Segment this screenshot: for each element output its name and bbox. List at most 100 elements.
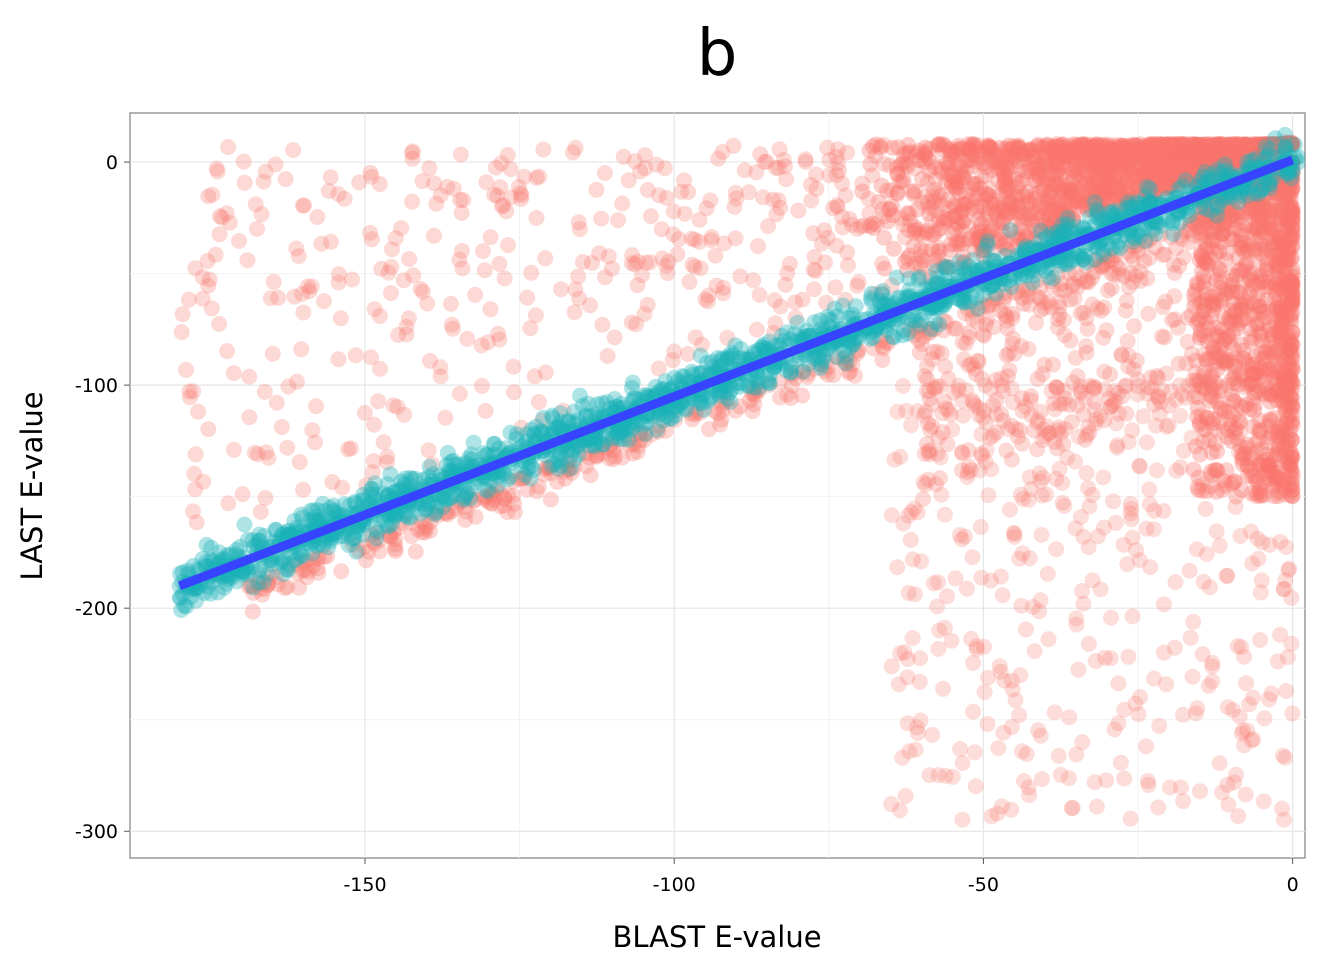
red-point	[1036, 356, 1053, 373]
red-point	[977, 167, 994, 184]
red-point	[303, 278, 320, 295]
red-point	[669, 246, 686, 263]
red-point	[1060, 187, 1077, 204]
red-point	[1276, 406, 1293, 423]
red-point	[665, 226, 682, 243]
red-point	[1035, 421, 1052, 438]
red-point	[1276, 811, 1292, 828]
red-point	[1027, 186, 1044, 203]
red-point	[445, 180, 462, 197]
red-point	[864, 167, 881, 184]
red-point	[834, 175, 851, 192]
red-point	[874, 201, 891, 218]
red-point	[1141, 249, 1158, 266]
red-point	[1158, 676, 1175, 693]
red-point	[1198, 546, 1215, 562]
red-point	[777, 276, 794, 293]
red-point	[998, 154, 1015, 171]
red-point	[813, 235, 830, 252]
red-point	[1069, 368, 1086, 385]
red-point	[1147, 146, 1164, 163]
red-point	[719, 329, 736, 346]
red-point	[194, 290, 211, 307]
red-point	[714, 144, 731, 160]
teal-point	[931, 316, 948, 333]
red-point	[566, 304, 583, 321]
red-point	[664, 352, 681, 369]
red-point	[1280, 562, 1297, 579]
red-point	[344, 271, 361, 288]
red-point	[1172, 779, 1189, 796]
red-point	[404, 150, 421, 167]
red-point	[567, 139, 584, 156]
red-point	[1232, 143, 1249, 160]
red-point	[962, 147, 979, 164]
red-point	[819, 229, 836, 246]
red-point	[505, 358, 522, 375]
red-point	[1278, 683, 1295, 699]
red-point	[816, 222, 833, 239]
red-point	[537, 250, 554, 267]
red-point	[891, 173, 908, 190]
red-point	[772, 199, 789, 216]
red-point	[1261, 691, 1278, 708]
red-point	[1033, 526, 1050, 543]
red-point	[535, 141, 552, 158]
red-point	[395, 272, 412, 289]
red-point	[670, 231, 687, 247]
red-point	[686, 258, 703, 275]
red-point	[383, 258, 400, 275]
red-point	[1116, 770, 1133, 787]
red-point	[1057, 421, 1074, 438]
red-point	[967, 778, 984, 795]
red-point	[954, 811, 971, 828]
red-point	[808, 180, 825, 197]
red-point	[289, 373, 305, 390]
red-point	[414, 173, 431, 189]
red-point	[526, 368, 543, 385]
red-point	[419, 295, 436, 312]
red-point	[760, 218, 777, 235]
red-point	[932, 187, 949, 204]
red-point	[1142, 369, 1159, 386]
red-point	[1184, 142, 1201, 159]
red-point	[1112, 754, 1129, 771]
chart-title: b	[697, 17, 738, 91]
red-point	[1180, 309, 1196, 326]
red-point	[285, 142, 302, 158]
red-point	[1000, 145, 1017, 162]
red-point	[519, 289, 536, 306]
red-point	[740, 184, 757, 201]
red-point	[930, 239, 947, 256]
red-point	[583, 254, 600, 271]
red-point	[1259, 380, 1276, 397]
red-point	[1219, 776, 1236, 793]
red-point	[1201, 148, 1217, 165]
red-point	[442, 295, 459, 312]
red-point	[268, 394, 285, 411]
red-point	[1032, 139, 1048, 156]
red-point	[921, 199, 938, 216]
red-point	[830, 155, 846, 172]
red-point	[1010, 198, 1027, 214]
red-point	[364, 464, 381, 481]
red-point	[588, 181, 605, 198]
red-point	[1021, 194, 1038, 211]
red-point	[849, 220, 866, 237]
red-point	[493, 155, 510, 172]
red-point	[1177, 150, 1193, 167]
red-point	[1227, 498, 1244, 515]
red-point	[606, 329, 623, 346]
red-point	[1267, 139, 1284, 156]
red-point	[1252, 136, 1268, 153]
red-point	[1112, 140, 1129, 157]
red-point	[917, 143, 934, 160]
red-point	[253, 206, 270, 223]
red-point	[451, 385, 468, 402]
red-point	[1195, 367, 1212, 384]
red-point	[1154, 148, 1171, 165]
red-point	[917, 147, 934, 164]
red-point	[900, 222, 917, 239]
red-point	[262, 290, 279, 307]
red-point	[1107, 138, 1124, 155]
